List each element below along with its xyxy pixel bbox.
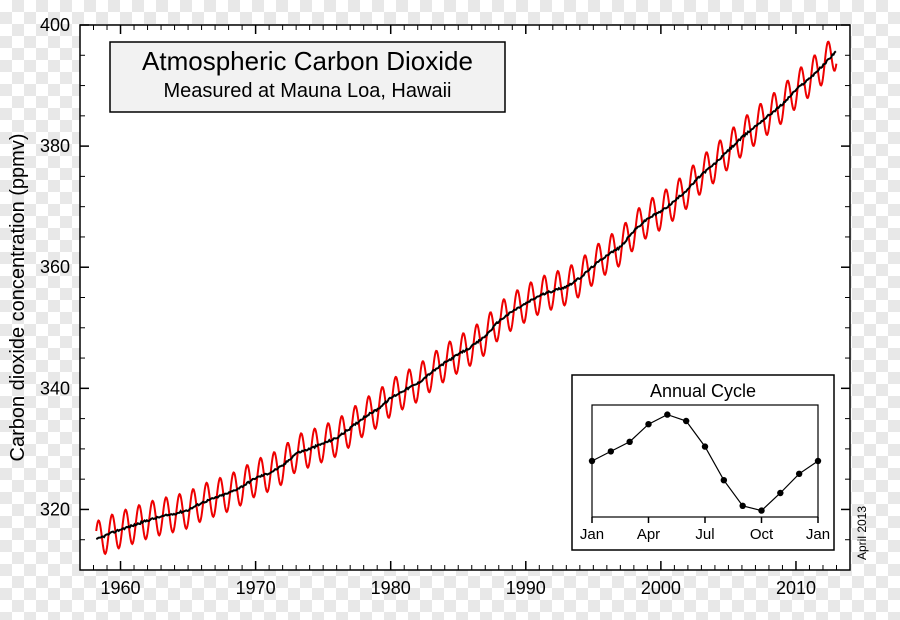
inset-point bbox=[608, 448, 614, 454]
inset-x-label: Jan bbox=[806, 526, 830, 543]
chart-svg: 1960 1970 1980 1990 2000 2010 320 340 360 380 400 C… bbox=[0, 0, 900, 620]
inset-point bbox=[777, 490, 783, 496]
x-tick-label: 1990 bbox=[506, 578, 546, 598]
inset-x-label: Jan bbox=[580, 526, 604, 543]
inset-point bbox=[664, 411, 670, 417]
y-tick-label: 360 bbox=[40, 257, 70, 277]
inset-point bbox=[626, 439, 632, 445]
inset-point bbox=[758, 507, 764, 513]
inset-x-label: Oct bbox=[750, 526, 774, 543]
chart-title: Atmospheric Carbon Dioxide bbox=[142, 46, 473, 76]
chart-subtitle: Measured at Mauna Loa, Hawaii bbox=[164, 80, 452, 102]
y-axis-label: Carbon dioxide concentration (ppmv) bbox=[7, 134, 29, 462]
inset-point bbox=[721, 477, 727, 483]
y-tick-label: 380 bbox=[40, 136, 70, 156]
y-tick-label: 340 bbox=[40, 378, 70, 398]
inset-point bbox=[683, 418, 689, 424]
inset-plot-area bbox=[592, 405, 818, 517]
inset-x-label: Apr bbox=[637, 526, 660, 543]
x-tick-label: 1980 bbox=[371, 578, 411, 598]
inset-point bbox=[589, 458, 595, 464]
inset-x-label: Jul bbox=[695, 526, 714, 543]
y-tick-label: 400 bbox=[40, 15, 70, 35]
x-tick-label: 1960 bbox=[101, 578, 141, 598]
inset-point bbox=[796, 471, 802, 477]
inset-point bbox=[702, 443, 708, 449]
x-tick-label: 2010 bbox=[776, 578, 816, 598]
x-tick-label: 2000 bbox=[641, 578, 681, 598]
inset-point bbox=[815, 458, 821, 464]
inset-point bbox=[645, 421, 651, 427]
y-tick-label: 320 bbox=[40, 499, 70, 519]
inset-point bbox=[739, 503, 745, 509]
credit-text: April 2013 bbox=[855, 506, 869, 560]
x-tick-label: 1970 bbox=[236, 578, 276, 598]
inset-title: Annual Cycle bbox=[650, 381, 756, 401]
